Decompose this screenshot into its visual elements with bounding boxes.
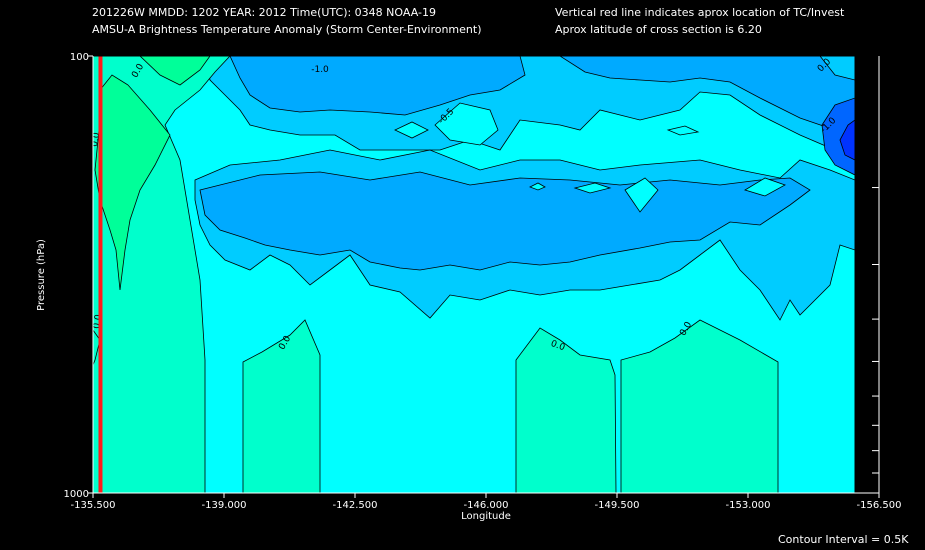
level-lightblue-right-top xyxy=(559,56,855,151)
contour-fill-layer xyxy=(93,56,855,493)
left-axis: 100 1000 xyxy=(64,52,94,500)
y-tick-label: 1000 xyxy=(64,489,89,500)
x-tick-label: -142.500 xyxy=(333,500,378,511)
contour-label: 0.0 xyxy=(549,339,566,353)
level-green-top xyxy=(139,56,211,86)
level-deepblue-right xyxy=(839,119,855,161)
header-line2-right: Aprox latitude of cross section is 6.20 xyxy=(555,23,762,36)
level-seagreen-left-edge xyxy=(93,329,101,366)
level-seagreen-block3 xyxy=(620,319,779,493)
level-seagreen-block1 xyxy=(242,319,321,493)
x-tick-label: -139.000 xyxy=(202,500,247,511)
header-line1-left: 201226W MMDD: 1202 YEAR: 2012 Time(UTC):… xyxy=(92,6,436,19)
bottom-axis: -135.500 -139.000 -142.500 -146.000 -149.500… xyxy=(71,492,902,511)
x-tick-label: -156.500 xyxy=(857,500,902,511)
level-lightblue-top xyxy=(229,56,526,116)
level-green-core xyxy=(94,74,171,291)
level-lightblue-main xyxy=(199,171,811,271)
level-cell-b xyxy=(434,102,499,146)
x-tick-label: -153.000 xyxy=(726,500,771,511)
level-cell-a xyxy=(394,121,429,139)
level-cell-g xyxy=(744,177,786,197)
x-tick-label: -149.500 xyxy=(595,500,640,511)
level-cell-f xyxy=(624,177,659,213)
y-tick-label: 100 xyxy=(70,52,89,63)
level-cell-d xyxy=(529,182,546,191)
level-cell-e xyxy=(573,182,612,194)
x-tick-label: -146.000 xyxy=(464,500,509,511)
right-axis xyxy=(872,56,880,493)
level-seagreen-block2 xyxy=(515,327,617,493)
header-line1-right: Vertical red line indicates aprox locati… xyxy=(555,6,845,19)
header-line2-left: AMSU-A Brightness Temperature Anomaly (S… xyxy=(92,23,482,36)
level-cell-c xyxy=(666,125,700,136)
y-axis-label: Pressure (hPa) xyxy=(36,239,47,311)
contour-interval-label: Contour Interval = 0.5K xyxy=(778,533,909,546)
contour-label: -1.0 xyxy=(311,65,329,75)
x-axis-label: Longitude xyxy=(461,511,511,522)
x-tick-label: -135.500 xyxy=(71,500,116,511)
